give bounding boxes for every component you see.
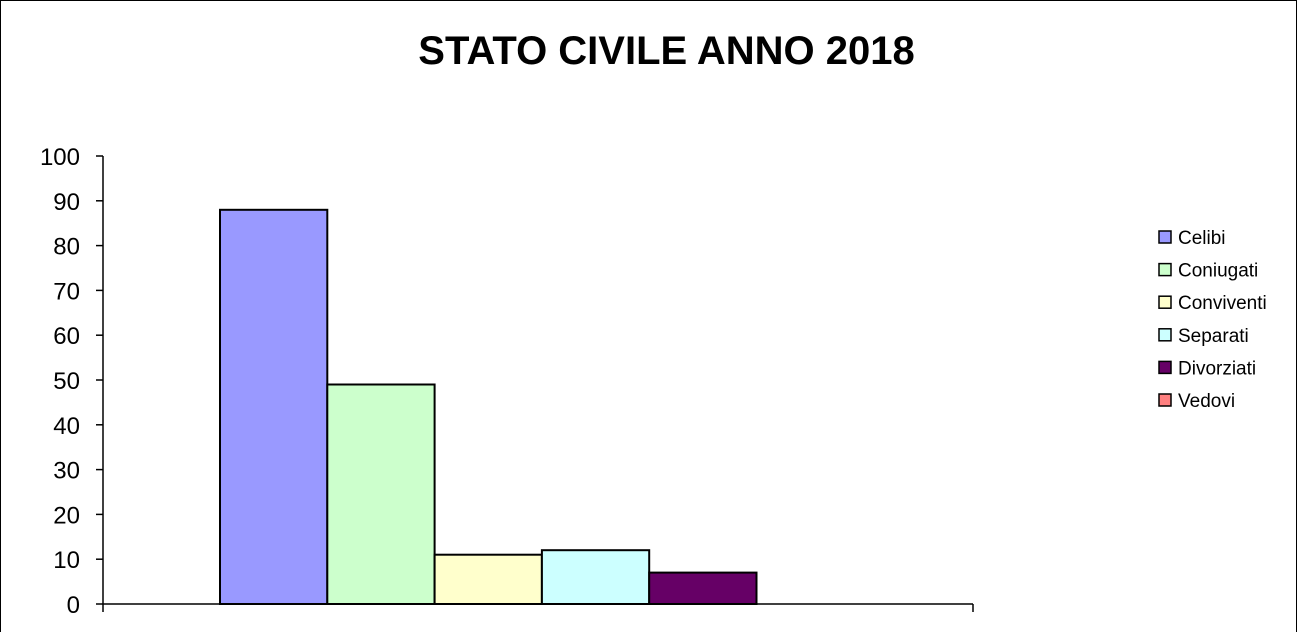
bars-layer (219, 208, 758, 606)
legend-label-coniugati: Coniugati (1178, 261, 1258, 282)
bar-divorziati (648, 571, 758, 605)
legend-label-celibi: Celibi (1178, 228, 1226, 249)
legend-label-divorziati: Divorziati (1178, 358, 1256, 379)
bar-celibi (219, 208, 329, 606)
bar-coniugati (326, 383, 436, 605)
bar-conviventi (433, 553, 543, 606)
legend-swatch-divorziati (1158, 360, 1172, 375)
legend-label-separati: Separati (1178, 326, 1249, 347)
y-tick-label: 20 (53, 502, 80, 529)
y-tick-label: 0 (67, 592, 80, 619)
legend-swatch-conviventi (1158, 295, 1172, 309)
legend-swatch-coniugati (1158, 262, 1172, 277)
y-tick-label: 80 (53, 234, 80, 261)
bar-separati (540, 549, 651, 606)
chart-title: STATO CIVILE ANNO 2018 (418, 29, 915, 73)
y-tick-label: 10 (53, 547, 80, 574)
y-tick-label: 30 (53, 458, 80, 485)
y-tick-label: 50 (53, 368, 80, 395)
y-tick-label: 90 (53, 189, 80, 216)
legend-swatch-vedovi (1158, 393, 1172, 407)
y-tick-label: 100 (40, 144, 80, 171)
axes-layer: 0 10 20 30 40 50 60 70 80 90 100 (40, 144, 974, 619)
legend-swatch-celibi (1158, 230, 1172, 244)
y-tick-label: 70 (53, 278, 80, 305)
y-tick-label: 60 (53, 323, 80, 350)
legend-label-conviventi: Conviventi (1178, 293, 1267, 314)
legend: Celibi Coniugati Conviventi Separati Divorzi… (1158, 228, 1267, 412)
legend-swatch-separati (1158, 328, 1172, 342)
legend-label-vedovi: Vedovi (1178, 391, 1235, 412)
y-tick-label: 40 (53, 413, 80, 440)
